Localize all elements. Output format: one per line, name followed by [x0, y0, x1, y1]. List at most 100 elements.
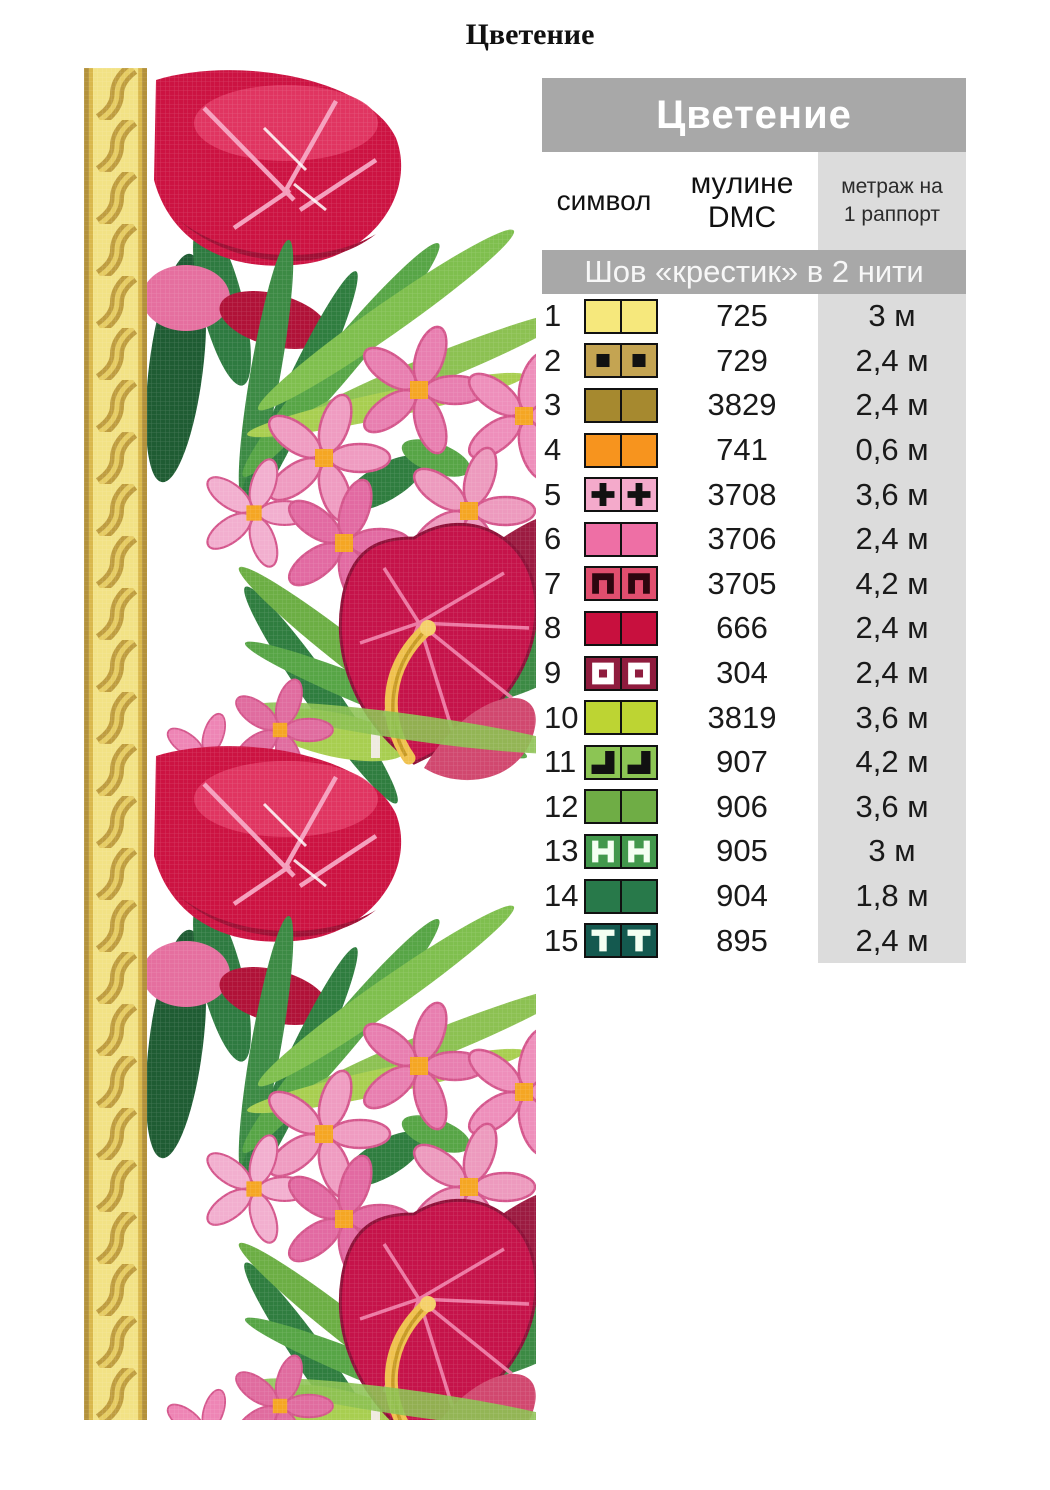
swatch-cell — [584, 878, 622, 914]
thread-length: 3 м — [818, 294, 966, 339]
color-swatch — [584, 517, 666, 562]
swatch-cell — [620, 477, 658, 513]
column-header-floss-line1: мулине — [690, 166, 794, 200]
color-swatch — [584, 428, 666, 473]
column-header-symbol: символ — [556, 185, 652, 216]
stitch-type-banner: Шов «крестик» в 2 нити — [542, 250, 966, 294]
dmc-code: 906 — [716, 788, 768, 824]
row-number: 10 — [544, 699, 579, 735]
swatch-cell — [584, 432, 622, 468]
row-number: 3 — [544, 387, 562, 423]
column-header-meterage-line2: 1 раппорт — [843, 203, 941, 226]
dmc-code: 904 — [716, 878, 768, 914]
legend-row: 15 895 2,4 м — [542, 918, 966, 963]
color-swatch — [584, 829, 666, 874]
row-number: 5 — [544, 476, 562, 512]
color-swatch — [584, 918, 666, 963]
dmc-code: 907 — [716, 744, 768, 780]
dmc-code: 729 — [716, 342, 768, 378]
legend-row: 2 729 2,4 м — [542, 338, 966, 384]
swatch-cell — [584, 744, 622, 780]
swatch-cell — [620, 655, 658, 691]
legend-row: 1 725 3 м — [542, 294, 966, 339]
legend-row: 4 741 0,6 м — [542, 427, 966, 473]
row-number: 2 — [544, 342, 562, 378]
column-header-meterage: метраж на 1 раппорт — [818, 152, 966, 250]
swatch-cell — [584, 789, 622, 825]
legend-row: 10 3819 3,6 м — [542, 695, 966, 740]
swatch-cell — [620, 610, 658, 646]
thread-length: 2,4 м — [818, 338, 966, 384]
swatch-cell — [620, 298, 658, 334]
swatch-cell — [584, 923, 622, 959]
dmc-code: 3819 — [707, 699, 777, 735]
row-number: 8 — [544, 610, 562, 646]
swatch-cell — [620, 700, 658, 736]
swatch-cell — [584, 521, 622, 557]
legend-row: 12 906 3,6 м — [542, 784, 966, 830]
cross-stitch-pattern-svg — [84, 68, 536, 1420]
color-swatch — [584, 294, 666, 339]
swatch-cell — [620, 521, 658, 557]
color-swatch — [584, 740, 666, 785]
dmc-code: 895 — [716, 922, 768, 958]
swatch-cell — [584, 477, 622, 513]
swatch-cell — [620, 744, 658, 780]
swatch-cell — [620, 432, 658, 468]
legend-row: 11 907 4,2 м — [542, 739, 966, 785]
dmc-code: 666 — [716, 610, 768, 646]
thread-length: 3,6 м — [818, 784, 966, 830]
row-number: 14 — [544, 878, 579, 914]
color-swatch — [584, 562, 666, 607]
legend-row: 13 905 3 м — [542, 829, 966, 874]
cross-stitch-pattern-image — [84, 68, 536, 1420]
page-title: Цветение — [465, 18, 595, 51]
swatch-cell — [584, 343, 622, 379]
column-header-meterage-line1: метраж на — [841, 174, 943, 198]
swatch-cell — [584, 655, 622, 691]
row-number: 11 — [544, 744, 577, 780]
color-swatch — [584, 651, 666, 696]
swatch-cell — [584, 700, 622, 736]
thread-length: 2,4 м — [818, 516, 966, 562]
swatch-cell — [584, 298, 622, 334]
dmc-code: 3708 — [707, 476, 777, 512]
color-swatch — [584, 339, 666, 384]
swatch-cell — [620, 343, 658, 379]
dmc-code: 3829 — [707, 387, 777, 423]
row-number: 9 — [544, 655, 562, 691]
row-number: 4 — [544, 432, 562, 468]
column-header-floss: мулине DMC — [666, 152, 818, 250]
column-header-floss-line2: DMC — [707, 201, 777, 234]
dmc-code: 3706 — [707, 521, 777, 557]
legend-row: 7 3705 4,2 м — [542, 561, 966, 607]
row-number: 7 — [544, 565, 562, 601]
legend-row: 9 304 2,4 м — [542, 650, 966, 696]
thread-length: 3,6 м — [818, 695, 966, 740]
thread-length: 2,4 м — [818, 918, 966, 963]
color-swatch — [584, 785, 666, 830]
thread-length: 2,4 м — [818, 650, 966, 696]
row-number: 1 — [544, 298, 562, 334]
color-key-table: Цветение символ мулине DMC метраж на 1 р… — [542, 78, 966, 963]
thread-length: 2,4 м — [818, 383, 966, 428]
thread-length: 3,6 м — [818, 472, 966, 517]
thread-length: 0,6 м — [818, 427, 966, 473]
legend-row: 14 904 1,8 м — [542, 873, 966, 919]
color-swatch — [584, 606, 666, 651]
row-number: 6 — [544, 521, 562, 557]
swatch-cell — [620, 833, 658, 869]
dmc-code: 304 — [716, 655, 768, 691]
row-number: 15 — [544, 922, 579, 958]
thread-length: 4,2 м — [818, 739, 966, 785]
thread-length: 2,4 м — [818, 606, 966, 651]
swatch-cell — [584, 566, 622, 602]
color-swatch — [584, 383, 666, 428]
swatch-cell — [620, 387, 658, 423]
row-number: 12 — [544, 788, 579, 824]
swatch-cell — [584, 833, 622, 869]
legend-rows: 1 725 3 м 2 729 2,4 м 3 3829 2,4 м 4 741… — [542, 294, 966, 963]
row-number: 13 — [544, 833, 579, 869]
dmc-code: 3705 — [707, 565, 777, 601]
swatch-cell — [620, 878, 658, 914]
